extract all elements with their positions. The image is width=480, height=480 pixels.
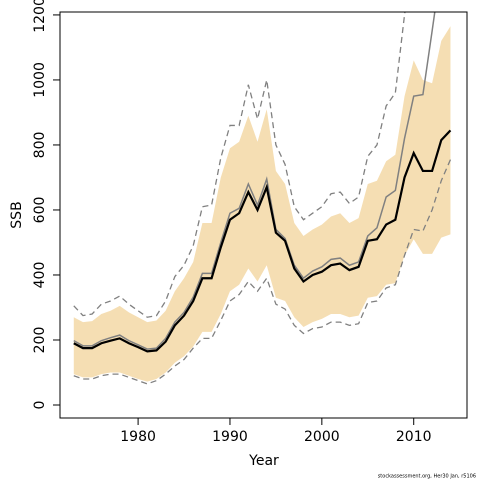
y-tick-label: 1200 (32, 0, 48, 33)
y-tick-label: 400 (32, 262, 48, 289)
x-tick-label: 2000 (304, 429, 340, 445)
plot-area (73, 12, 452, 385)
y-tick-label: 800 (32, 132, 48, 159)
series-line (73, 12, 436, 350)
footnote: stockassessment.org, Her30 Jan, r5106 (378, 474, 476, 480)
y-tick-label: 0 (32, 401, 48, 410)
x-tick-label: 2010 (396, 429, 432, 445)
y-axis-label: SSB (9, 201, 25, 228)
x-tick-label: 1980 (120, 429, 156, 445)
x-axis-label: Year (248, 453, 279, 469)
series-line (73, 159, 452, 385)
x-tick-label: 1990 (212, 429, 248, 445)
series-line (73, 129, 452, 353)
plot-frame (59, 11, 468, 419)
y-tick-label: 200 (32, 327, 48, 354)
y-tick-label: 1000 (32, 62, 48, 98)
y-tick-label: 600 (32, 197, 48, 224)
confidence-band (73, 26, 451, 382)
